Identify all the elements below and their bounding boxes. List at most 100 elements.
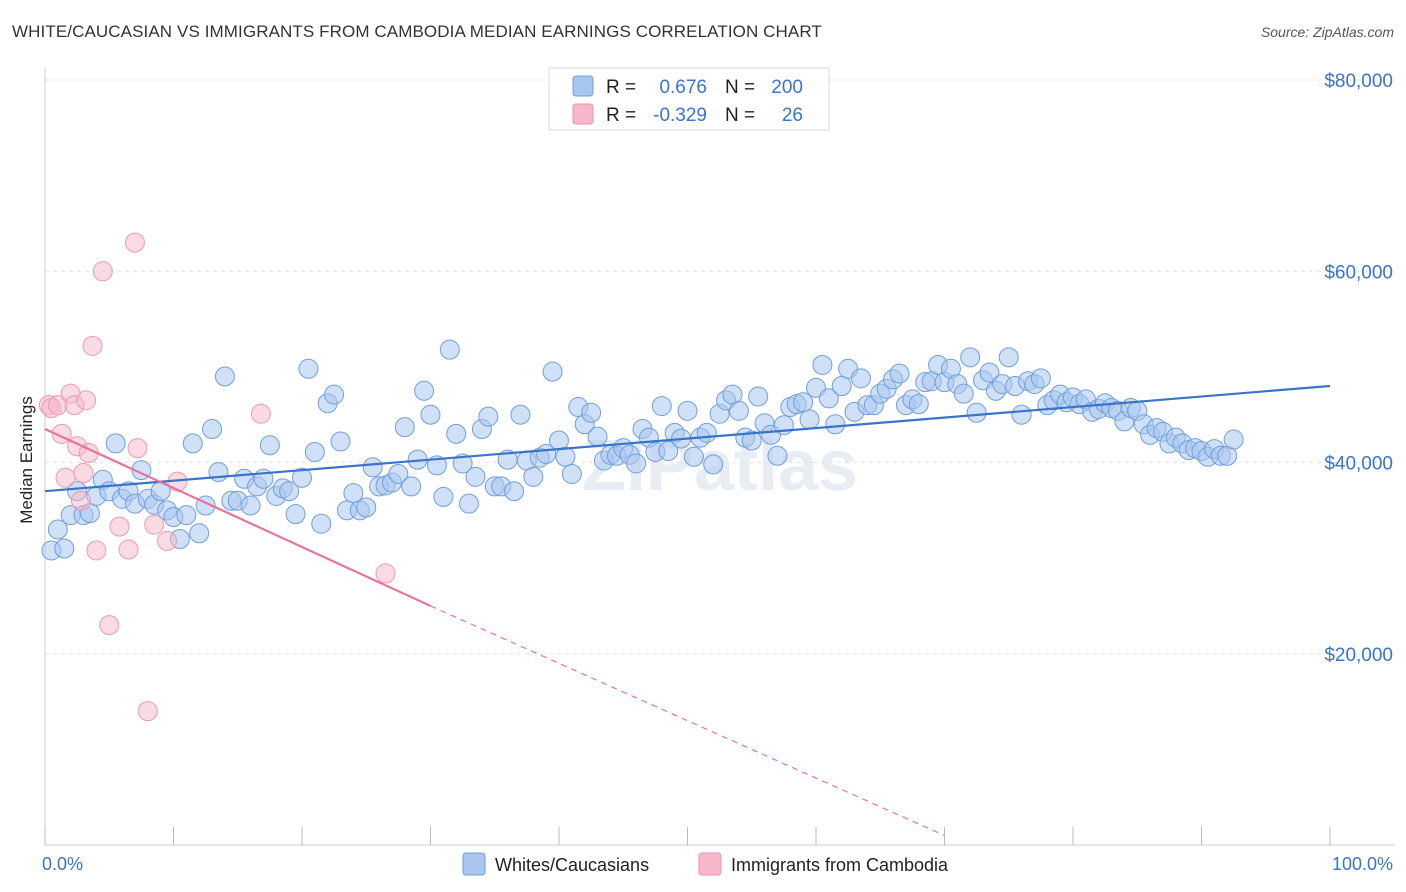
point-cambodia — [73, 463, 94, 484]
point-white — [581, 402, 602, 423]
point-white — [465, 466, 486, 487]
y-tick-labels: $20,000 $40,000 $60,000 $80,000 — [1324, 71, 1393, 666]
point-white — [182, 433, 203, 454]
point-white — [626, 453, 647, 474]
point-white — [703, 454, 724, 475]
point-white — [683, 446, 704, 467]
legend-r-value-2: -0.329 — [653, 105, 707, 126]
point-white — [587, 426, 608, 447]
point-white — [728, 400, 749, 421]
point-white — [1223, 429, 1244, 450]
point-white — [105, 433, 126, 454]
point-white — [433, 486, 454, 507]
series-cambodia — [38, 232, 396, 722]
legend-n-value-1: 200 — [771, 77, 803, 98]
point-white — [324, 384, 345, 405]
point-white — [54, 538, 75, 559]
x-tick-label-end: 100.0% — [1332, 854, 1393, 874]
legend-r-label-1: R = — [606, 77, 636, 98]
legend-n-value-2: 26 — [782, 105, 803, 126]
legend-r-value-1: 0.676 — [659, 77, 707, 98]
point-cambodia — [76, 390, 97, 411]
point-white — [459, 493, 480, 514]
legend-n-label-2: N = — [725, 105, 755, 126]
series-whites — [41, 339, 1244, 561]
point-white — [478, 406, 499, 427]
legend-swatch-white — [572, 75, 594, 97]
point-white — [311, 513, 332, 534]
point-white — [748, 386, 769, 407]
point-white — [960, 347, 981, 368]
point-cambodia — [250, 403, 271, 424]
point-white — [812, 354, 833, 375]
bottom-legend-label-cambodia: Immigrants from Cambodia — [731, 855, 949, 875]
point-white — [414, 380, 435, 401]
point-white — [343, 483, 364, 504]
point-cambodia — [118, 539, 139, 560]
legend-r-label-2: R = — [606, 105, 636, 126]
point-white — [979, 362, 1000, 383]
point-white — [831, 376, 852, 396]
point-cambodia — [375, 563, 396, 584]
point-cambodia — [157, 530, 178, 551]
y-tick-label: $20,000 — [1324, 645, 1393, 666]
point-cambodia — [137, 701, 158, 722]
point-white — [285, 504, 306, 525]
point-cambodia — [70, 490, 91, 511]
legend-n-label-1: N = — [725, 77, 755, 98]
point-white — [523, 466, 544, 487]
point-cambodia — [144, 514, 165, 535]
x-ticks — [44, 827, 1331, 845]
point-white — [966, 402, 987, 423]
point-white — [561, 463, 582, 484]
point-white — [189, 523, 210, 544]
point-white — [953, 383, 974, 404]
point-white — [214, 366, 235, 387]
bottom-legend-label-white: Whites/Caucasians — [495, 855, 649, 875]
legend-bottom: Whites/Caucasians Immigrants from Cambod… — [462, 852, 949, 876]
point-white — [202, 419, 223, 440]
axes — [44, 68, 1395, 846]
point-white — [356, 497, 377, 518]
point-white — [825, 414, 846, 435]
point-white — [555, 446, 576, 467]
point-white — [1011, 404, 1032, 425]
trendline-whites — [44, 384, 1331, 493]
point-white — [889, 363, 910, 384]
trend-layer — [44, 384, 1331, 836]
point-white — [998, 347, 1019, 368]
point-white — [47, 519, 68, 540]
chart-title: WHITE/CAUCASIAN VS IMMIGRANTS FROM CAMBO… — [12, 22, 822, 41]
y-axis-label: Median Earnings — [17, 396, 36, 524]
point-white — [330, 431, 351, 452]
point-white — [1030, 368, 1051, 389]
point-white — [426, 455, 447, 476]
point-white — [394, 417, 415, 438]
point-white — [304, 441, 325, 462]
point-white — [542, 361, 563, 382]
point-cambodia — [86, 540, 107, 561]
point-white — [504, 481, 525, 502]
point-white — [292, 467, 312, 488]
point-white — [850, 368, 871, 389]
y-tick-label: $80,000 — [1324, 71, 1393, 92]
point-cambodia — [55, 467, 76, 488]
point-white — [658, 441, 679, 462]
point-white — [799, 409, 820, 430]
legend-swatch-cambodia — [572, 103, 594, 125]
point-white — [279, 481, 300, 502]
point-white — [176, 505, 197, 526]
trendline-cambodia-extension — [430, 605, 945, 836]
point-cambodia — [124, 232, 145, 253]
point-white — [767, 445, 788, 466]
source-label: Source: ZipAtlas.com — [1260, 24, 1394, 40]
y-tick-label: $40,000 — [1324, 454, 1393, 475]
point-white — [420, 404, 441, 425]
point-white — [240, 495, 261, 516]
point-white — [510, 404, 531, 425]
bottom-legend-swatch-white — [462, 852, 486, 876]
point-white — [259, 435, 280, 456]
point-white — [741, 430, 762, 451]
point-white — [439, 339, 460, 360]
